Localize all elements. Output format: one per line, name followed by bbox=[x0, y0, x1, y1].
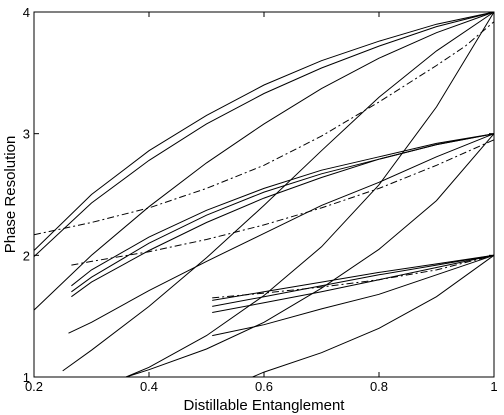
series-line-6 bbox=[33, 21, 495, 236]
series-line-15 bbox=[212, 254, 495, 313]
series-line-17 bbox=[252, 254, 495, 378]
series-line-18 bbox=[212, 254, 495, 299]
series-line-4 bbox=[62, 11, 495, 372]
series-line-16 bbox=[212, 254, 495, 337]
x-axis-ticks: 0.2 0.4 0.6 0.8 1 bbox=[25, 12, 498, 394]
x-tick-label: 0.6 bbox=[255, 379, 273, 394]
y-axis-label: Phase Resolution bbox=[2, 136, 19, 254]
y-tick-label: 3 bbox=[23, 127, 30, 142]
y-axis-ticks: 1 2 3 4 bbox=[23, 5, 494, 385]
series-line-9 bbox=[71, 133, 495, 298]
y-tick-label: 1 bbox=[23, 370, 30, 385]
x-tick-label: 0.4 bbox=[140, 379, 158, 394]
y-tick-label: 4 bbox=[23, 5, 30, 20]
series-line-7 bbox=[71, 133, 495, 287]
series-line-12 bbox=[71, 139, 495, 266]
x-axis-label: Distillable Entanglement bbox=[184, 397, 346, 414]
series-line-8 bbox=[71, 133, 495, 293]
x-tick-label: 0.8 bbox=[370, 379, 388, 394]
series-line-2 bbox=[33, 11, 495, 257]
series-line-14 bbox=[212, 254, 495, 307]
x-tick-label: 1 bbox=[490, 379, 497, 394]
series-line-5 bbox=[125, 11, 495, 378]
series-line-11 bbox=[125, 133, 495, 378]
y-tick-label: 2 bbox=[23, 248, 30, 263]
series-line-1 bbox=[33, 11, 495, 251]
series-line-13 bbox=[212, 254, 495, 301]
series-line-10 bbox=[68, 133, 495, 334]
x-tick-label: 0.2 bbox=[25, 379, 43, 394]
plot-lines bbox=[33, 11, 495, 378]
series-line-3 bbox=[33, 11, 495, 311]
